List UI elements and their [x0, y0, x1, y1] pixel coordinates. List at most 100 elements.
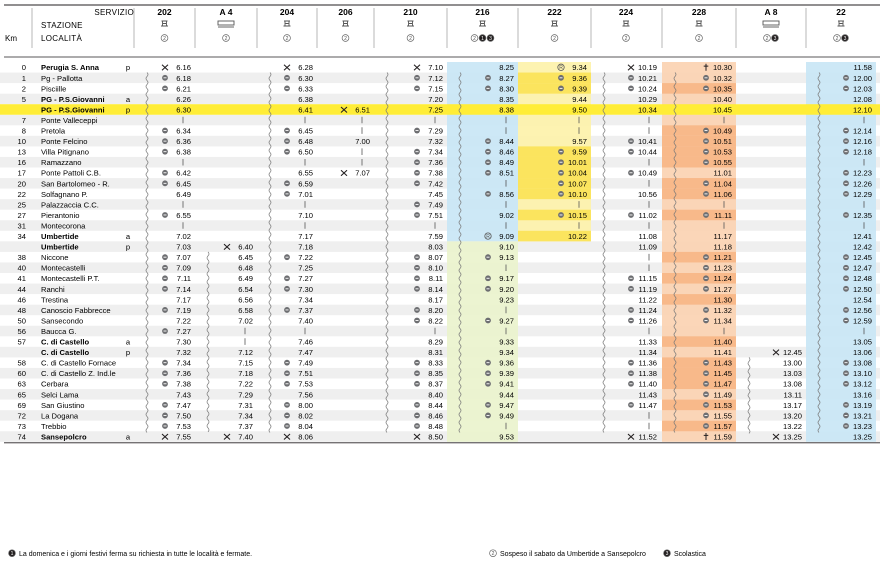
departure-time: 11.47: [639, 401, 657, 410]
departure-time: 7.49: [428, 200, 443, 209]
table-row: 5 PG - P.S.Giovanni a 6.26 6.38 7.20 8.35 9.44 1…: [22, 95, 872, 104]
request-stop-icon: [485, 412, 491, 419]
departure-time: 7.15: [428, 84, 443, 93]
table-row: 40 Montecastelli 7.09 6.48 7.25 8.10 11.23 12.4…: [18, 264, 872, 273]
km-value: 69: [18, 401, 26, 410]
departure-time: 11.57: [714, 422, 732, 431]
station-name: C. di Castello: [41, 348, 89, 357]
wavy-connector: [673, 72, 677, 433]
request-stop-icon: [843, 169, 849, 176]
cell-shade: [518, 178, 591, 189]
station-name: Baucca G.: [41, 327, 76, 336]
departure-time: 7.29: [428, 127, 443, 136]
departure-time: 11.09: [639, 243, 657, 252]
request-stop-icon: [414, 74, 420, 81]
departure-time: 10.34: [638, 105, 657, 114]
cell-shade: [662, 83, 736, 94]
request-stop-icon: [284, 127, 290, 134]
request-stop-icon: [414, 285, 420, 292]
station-name: Canoscio Fabbrecce: [41, 306, 111, 315]
wavy-connector: [747, 357, 751, 434]
departure-time: 10.53: [713, 148, 732, 157]
request-stop-icon: [843, 307, 849, 313]
departure-time: 11.43: [639, 390, 657, 399]
departure-time: 11.04: [714, 179, 732, 188]
departure-time: 7.47: [298, 348, 313, 357]
table-row: 34 Umbertide a 7.02 7.17 7.59 9.09 R 10.22 11.08 1…: [18, 232, 872, 241]
departure-time: 6.58: [238, 306, 253, 315]
departure-time: 7.32: [176, 348, 191, 357]
departure-time: 13.11: [784, 390, 802, 399]
svg-text:R: R: [486, 234, 490, 240]
arrival-departure-mark: p: [126, 63, 130, 72]
departure-time: 13.08: [783, 380, 802, 389]
request-stop-icon: [162, 307, 168, 313]
station-name: Ponte Pattoli C.B.: [41, 169, 101, 178]
departure-time: 10.51: [713, 137, 732, 146]
departure-time: 10.55: [713, 158, 732, 167]
departure-time: 8.14: [428, 285, 443, 294]
request-stop-icon: [703, 401, 709, 408]
request-stop-icon: [558, 159, 564, 166]
departure-time: 8.35: [428, 369, 443, 378]
station-name: Montecastelli P.T.: [41, 274, 100, 283]
departure-time: 7.42: [428, 179, 443, 188]
departure-time: 7.38: [176, 380, 191, 389]
departure-time: 9.59: [572, 148, 587, 157]
departure-time: 11.38: [639, 369, 657, 378]
departure-time: 6.45: [298, 127, 313, 136]
request-stop-icon: [284, 370, 290, 377]
departure-time: 9.09: [499, 232, 514, 241]
request-stop-icon: [162, 264, 168, 271]
column-header-206: 206: [338, 7, 352, 17]
station-name: PG - P.S.Giovanni: [41, 95, 105, 104]
departure-time: 10.01: [568, 158, 587, 167]
departure-time: 11.01: [714, 169, 732, 178]
station-name: La Dogana: [41, 411, 79, 420]
departure-time: 8.44: [499, 137, 514, 146]
station-name: Palazzaccia C.C.: [41, 200, 99, 209]
note-marker-icon: [771, 34, 779, 42]
pickaxe-icon: [413, 64, 421, 71]
departure-time: 12.10: [853, 105, 872, 114]
station-name: Pretola: [41, 127, 66, 136]
train-icon: [283, 20, 291, 27]
note-marker-label: 2: [553, 36, 556, 42]
table-row: 17 Ponte Pattoli C.B. 6.42 6.55 7.07 7.38 8.51…: [18, 169, 872, 178]
row-stripe: [0, 431, 880, 442]
departure-time: 6.59: [298, 179, 313, 188]
pickaxe-icon: [772, 349, 780, 356]
request-stop-icon: [162, 275, 168, 282]
request-stop-icon: [162, 212, 168, 218]
departure-time: 10.56: [638, 190, 657, 199]
departure-time: 6.42: [176, 169, 191, 178]
note-marker-label: 2: [698, 36, 701, 42]
request-stop-icon: [843, 423, 849, 429]
cell-shade: [662, 294, 736, 305]
departure-time: 7.30: [298, 285, 313, 294]
request-stop-icon: [162, 169, 168, 176]
cross-icon: [703, 63, 709, 71]
departure-time: 8.33: [428, 359, 443, 368]
cell-shade: [518, 72, 591, 84]
departure-time: 7.40: [298, 316, 313, 325]
request-stop-icon: [485, 254, 491, 261]
request-stop-icon: [843, 275, 849, 282]
column-band: [447, 62, 518, 242]
request-stop-icon: [485, 148, 491, 155]
column-header-228: 228: [692, 7, 706, 17]
station-name: Montecastelli: [41, 264, 86, 273]
station-name: San Bartolomeo - R.: [41, 179, 110, 188]
departure-time: 9.49: [499, 411, 514, 420]
footnote-marker-icon: [8, 549, 16, 557]
departure-time: 7.18: [298, 243, 313, 252]
station-name: Niccone: [41, 253, 68, 262]
note-marker-icon: [478, 34, 487, 42]
station-name: C. di Castello Fornace: [41, 359, 116, 368]
request-stop-icon: [843, 317, 849, 324]
train-icon: [622, 20, 630, 27]
note-marker-icon: [160, 34, 169, 42]
request-stop-icon: [162, 254, 168, 261]
request-stop-icon: [703, 412, 709, 419]
station-name: Sansepolcro: [41, 432, 87, 441]
